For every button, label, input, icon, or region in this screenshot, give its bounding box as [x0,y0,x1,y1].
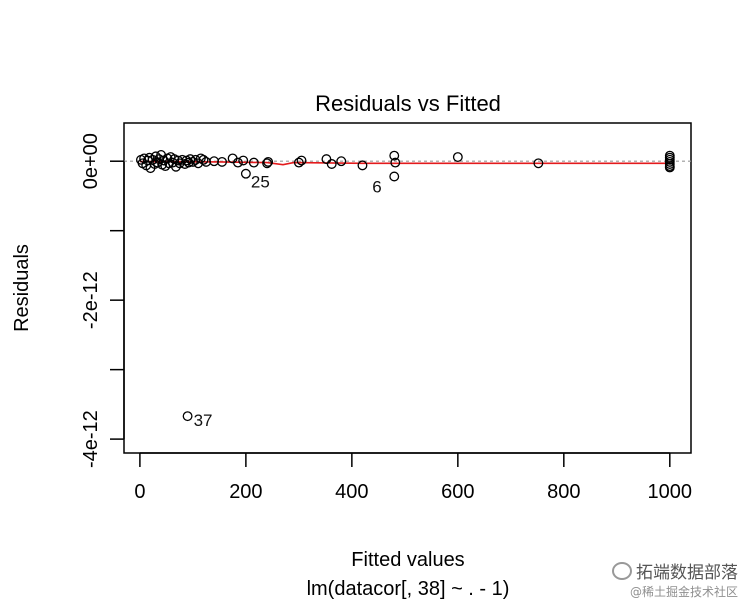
x-tick-label: 1000 [648,481,693,503]
data-point [232,157,243,168]
y-axis-label: Residuals [11,244,33,332]
data-point [389,171,400,182]
data-point [389,150,400,161]
data-point [533,158,544,169]
data-point [293,157,304,168]
data-point [187,156,198,167]
point-label: 25 [251,173,270,192]
data-point [248,157,259,168]
x-tick-label: 800 [547,481,580,503]
watermark-line1: 拓端数据部落 [636,563,738,583]
point-label: 6 [372,177,381,196]
plot-frame [123,122,692,454]
data-point [262,158,273,169]
y-axis: 0e+00 -2e-12 -4e-12 [80,133,125,468]
data-point [263,156,274,167]
watermark-line2: @稀土掘金技术社区 [629,585,738,599]
data-point [150,151,161,162]
point-label: 37 [194,411,213,430]
data-point [240,168,251,179]
x-tick-label: 0 [134,481,145,503]
data-point [238,155,249,166]
data-point [390,157,401,168]
data-point [296,155,307,166]
data-point [198,154,209,165]
points-layer [136,150,675,422]
x-tick-label: 200 [229,481,262,503]
data-point [452,152,463,162]
y-tick-label: -4e-12 [80,410,102,468]
smooth-line-layer [139,160,670,166]
data-point [182,411,193,422]
y-tick-label: 0e+00 [80,133,102,189]
x-tick-label: 400 [335,481,368,503]
data-point [321,154,332,165]
smooth-line [139,160,670,166]
x-axis-label: Fitted values [351,549,464,571]
data-point [185,154,196,165]
x-axis: 0 200 400 600 800 1000 [134,452,693,503]
model-sublabel: lm(datacor[, 38] ~ . - 1) [307,578,510,600]
chart-title: Residuals vs Fitted [315,91,501,116]
point-labels-layer: 25 6 37 [194,173,382,430]
data-point [357,160,368,171]
watermark: 拓端数据部落 @稀土掘金技术社区 [612,558,738,600]
data-point [336,156,347,167]
y-tick-label: -2e-12 [80,271,102,329]
data-point [664,162,675,173]
data-point [217,156,227,167]
x-tick-label: 600 [441,481,474,503]
data-point [326,159,337,169]
wechat-logo-icon [612,562,632,580]
